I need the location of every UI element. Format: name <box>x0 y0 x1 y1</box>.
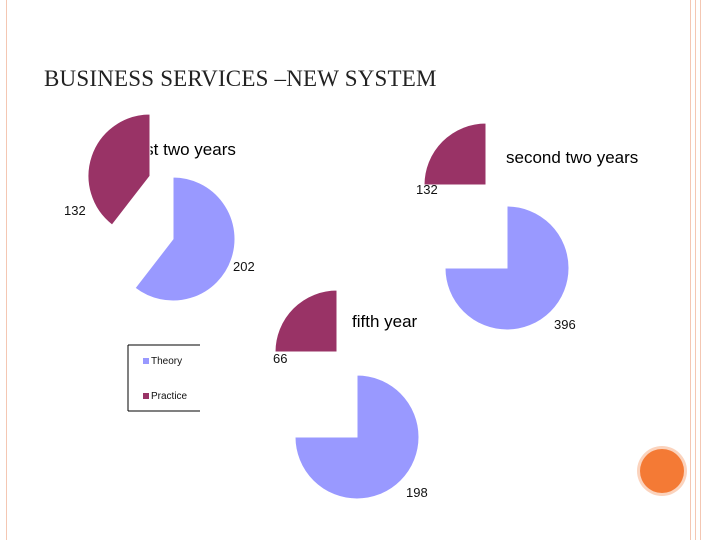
pie-chart-first-two-years: first two years 202 132 <box>64 113 255 302</box>
pie-slice-theory <box>294 374 420 500</box>
pie-slice-practice <box>87 113 151 226</box>
accent-circle <box>640 449 684 493</box>
data-label-practice: 132 <box>64 203 86 218</box>
pie-slice-practice <box>274 289 338 353</box>
slide-border-right <box>695 0 696 540</box>
chart-title: fifth year <box>352 312 418 331</box>
pie-slices <box>423 122 570 331</box>
chart-title: first two years <box>131 140 236 159</box>
data-label-theory: 396 <box>554 317 576 332</box>
slide-border-left <box>6 0 7 540</box>
legend-swatch-theory <box>143 358 149 364</box>
pie-slices <box>274 289 420 500</box>
pie-chart-second-two-years: second two years 396 132 <box>416 122 638 332</box>
data-label-practice: 132 <box>416 182 438 197</box>
legend: Theory Practice <box>127 344 200 412</box>
data-label-theory: 198 <box>406 485 428 500</box>
pie-slice-theory <box>134 176 236 302</box>
legend-label-practice: Practice <box>151 391 188 402</box>
data-label-theory: 202 <box>233 259 255 274</box>
pie-chart-fifth-year: fifth year 198 66 <box>273 289 428 500</box>
slide-border-right <box>690 0 691 540</box>
legend-label-theory: Theory <box>151 356 182 367</box>
chart-title: second two years <box>506 148 638 167</box>
slide-title: BUSINESS SERVICES –NEW SYSTEM <box>44 66 437 91</box>
data-label-practice: 66 <box>273 351 287 366</box>
slide-border-right <box>700 0 701 540</box>
legend-swatch-practice <box>143 393 149 399</box>
pie-slices <box>87 113 236 302</box>
pie-slice-practice <box>423 122 487 186</box>
pie-slice-theory <box>444 205 570 331</box>
